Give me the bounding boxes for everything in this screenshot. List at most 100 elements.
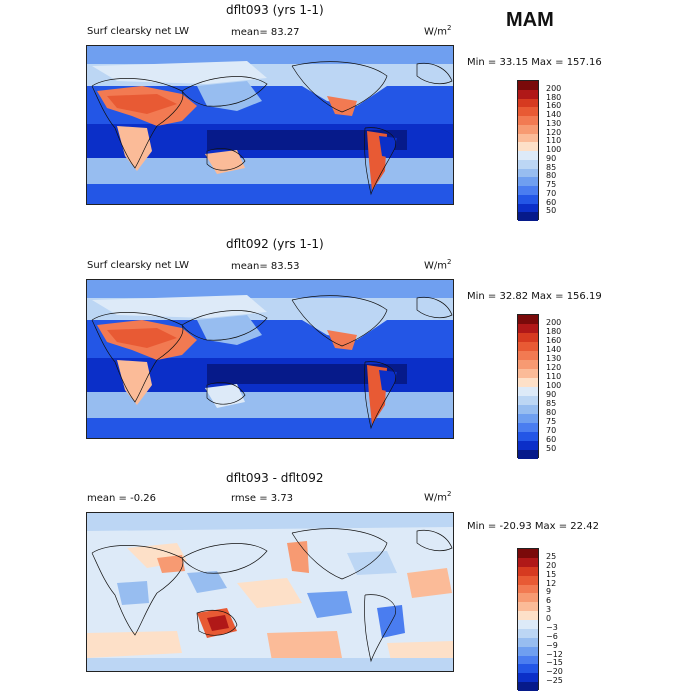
colorbar-segment [518, 116, 538, 125]
colorbar-tick-label: 100 [546, 145, 562, 154]
colorbar-segment [518, 89, 538, 99]
colorbar-tick-label: 180 [546, 327, 562, 336]
panel-1-map [86, 45, 454, 205]
panel-2-map [86, 279, 454, 439]
panel-3-minmax: Min = -20.93 Max = 22.42 [467, 521, 599, 532]
panel-2-units: W/m2 [424, 258, 452, 272]
colorbar-tick-label: 90 [546, 153, 557, 163]
colorbar-segment [518, 98, 538, 108]
season-label: MAM [506, 9, 554, 31]
colorbar-tick-label: 75 [546, 417, 557, 426]
colorbar-tick-label: 130 [546, 354, 562, 363]
panel-1-colorbar [517, 80, 539, 221]
colorbar-tick-label: 120 [546, 363, 562, 372]
colorbar-segment [518, 432, 538, 441]
colorbar-tick-label: 90 [546, 390, 557, 399]
colorbar-tick-label: 15 [546, 569, 557, 579]
colorbar-tick-label: 50 [546, 444, 557, 453]
panel-1-units: W/m2 [424, 24, 452, 38]
colorbar-tick-label: 75 [546, 180, 557, 189]
colorbar-segment [518, 655, 538, 665]
colorbar-segment [518, 682, 538, 691]
panel-3-colorbar [517, 548, 539, 691]
panel-2-title: dflt092 (yrs 1-1) [226, 237, 324, 251]
colorbar-segment [518, 133, 538, 143]
colorbar-tick-label: 160 [546, 336, 562, 345]
colorbar-tick-label: 25 [546, 551, 557, 561]
panel-3-map [86, 512, 454, 672]
panel-2-colorbar [517, 314, 539, 459]
colorbar-tick-label: 140 [546, 110, 562, 119]
colorbar-segment [518, 450, 538, 459]
panel-2-mean-label: mean= 83.53 [231, 261, 300, 272]
colorbar-segment [518, 81, 538, 90]
colorbar-segment [518, 646, 538, 656]
colorbar-tick-label: 9 [546, 587, 552, 597]
colorbar-segment [518, 441, 538, 450]
colorbar-segment [518, 342, 538, 351]
colorbar-tick-label: −12 [546, 649, 563, 659]
colorbar-tick-label: −15 [546, 658, 563, 668]
colorbar-segment [518, 360, 538, 369]
colorbar-tick-label: 110 [546, 372, 562, 381]
colorbar-tick-label: 6 [546, 596, 552, 606]
panel-1-minmax: Min = 33.15 Max = 157.16 [467, 57, 602, 68]
colorbar-segment [518, 423, 538, 432]
colorbar-segment [518, 333, 538, 342]
colorbar-tick-label: 85 [546, 162, 557, 172]
colorbar-segment [518, 142, 538, 151]
colorbar-tick-label: 3 [546, 605, 552, 615]
colorbar-tick-label: −3 [546, 622, 558, 632]
colorbar-segment [518, 351, 538, 360]
colorbar-segment [518, 611, 538, 620]
colorbar-segment [518, 168, 538, 178]
panel-3-rmse-label: rmse = 3.73 [231, 493, 294, 504]
panel-1-variable-label: Surf clearsky net LW [87, 26, 190, 37]
colorbar-segment [518, 557, 538, 567]
colorbar-tick-label: 100 [546, 381, 562, 390]
colorbar-segment [518, 593, 538, 603]
panel-2-minmax: Min = 32.82 Max = 156.19 [467, 291, 602, 302]
colorbar-tick-label: 200 [546, 318, 562, 327]
colorbar-segment [518, 177, 538, 186]
colorbar-segment [518, 387, 538, 396]
panel-1-mean-label: mean= 83.27 [231, 27, 300, 38]
colorbar-tick-label: 0 [546, 614, 552, 623]
colorbar-segment [518, 324, 538, 333]
colorbar-tick-label: 200 [546, 83, 562, 93]
colorbar-tick-label: 60 [546, 435, 557, 444]
colorbar-tick-label: −6 [546, 631, 558, 641]
panel-2-variable-label: Surf clearsky net LW [87, 260, 190, 271]
panel-3-units: W/m2 [424, 490, 452, 504]
panel-1-title: dflt093 (yrs 1-1) [226, 3, 324, 17]
panel-3-title: dflt093 - dflt092 [226, 471, 324, 485]
colorbar-segment [518, 203, 538, 213]
colorbar-tick-label: 80 [546, 171, 557, 181]
colorbar-tick-label: 12 [546, 578, 557, 588]
colorbar-segment [518, 151, 538, 160]
colorbar-tick-label: 70 [546, 188, 557, 198]
colorbar-segment [518, 186, 538, 195]
colorbar-segment [518, 584, 538, 594]
colorbar-segment [518, 212, 538, 221]
colorbar-segment [518, 414, 538, 423]
colorbar-tick-label: −9 [546, 640, 558, 650]
colorbar-segment [518, 549, 538, 558]
colorbar-segment [518, 369, 538, 378]
colorbar-segment [518, 124, 538, 134]
panel-3-mean-label: mean = -0.26 [87, 493, 156, 504]
colorbar-segment [518, 575, 538, 585]
colorbar-segment [518, 194, 538, 204]
colorbar-tick-label: −20 [546, 667, 563, 677]
colorbar-tick-label: 130 [546, 118, 562, 128]
colorbar-tick-label: −25 [546, 676, 563, 686]
colorbar-tick-label: 180 [546, 92, 562, 102]
colorbar-tick-label: 140 [546, 345, 562, 354]
colorbar-segment [518, 628, 538, 638]
colorbar-tick-label: 60 [546, 197, 557, 207]
colorbar-tick-label: 50 [546, 206, 557, 216]
colorbar-segment [518, 602, 538, 612]
colorbar-segment [518, 673, 538, 683]
colorbar-segment [518, 620, 538, 629]
colorbar-tick-label: 20 [546, 560, 557, 570]
